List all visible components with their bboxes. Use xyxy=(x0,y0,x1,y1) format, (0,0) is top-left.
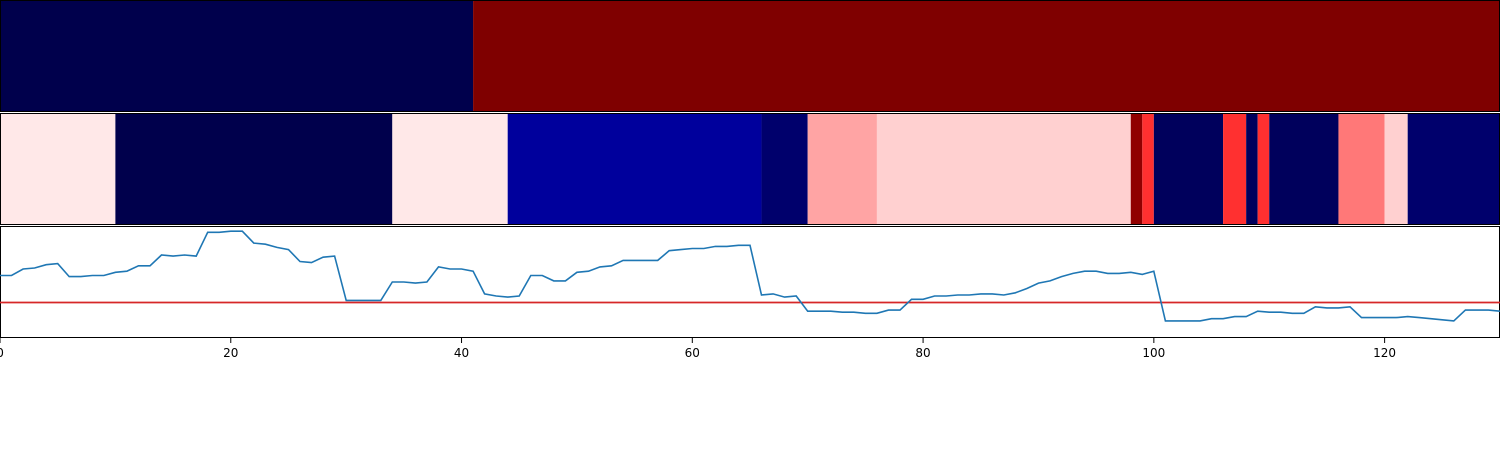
x-tick-label: 0 xyxy=(0,346,4,360)
middle-band-cell xyxy=(507,113,762,225)
series-line xyxy=(0,230,1500,322)
x-tick-label: 100 xyxy=(1142,346,1165,360)
x-tick-label: 60 xyxy=(685,346,700,360)
middle-band-cell xyxy=(1338,113,1385,225)
top-band-cell xyxy=(0,0,474,112)
middle-band-cell xyxy=(1407,113,1500,225)
middle-band-cell xyxy=(115,113,393,225)
middle-band-cell xyxy=(1223,113,1247,225)
middle-band-cell xyxy=(1257,113,1270,225)
middle-band-cell xyxy=(761,113,808,225)
middle-band-cell xyxy=(1153,113,1224,225)
top-band-cell xyxy=(473,0,1500,112)
middle-band-cell xyxy=(1269,113,1339,225)
middle-band-cell xyxy=(0,113,116,225)
x-tick-label: 40 xyxy=(454,346,469,360)
middle-band-cell xyxy=(876,113,1131,225)
line-panel-frame xyxy=(0,226,1500,338)
middle-band-cell xyxy=(1246,113,1258,225)
middle-band-cell xyxy=(1130,113,1143,225)
x-tick-label: 80 xyxy=(915,346,930,360)
x-tick-label: 120 xyxy=(1373,346,1396,360)
x-tick-label: 20 xyxy=(223,346,238,360)
middle-band-cell xyxy=(1384,113,1408,225)
middle-band-cell xyxy=(1142,113,1154,225)
middle-band-cell xyxy=(807,113,877,225)
middle-band-cell xyxy=(392,113,508,225)
